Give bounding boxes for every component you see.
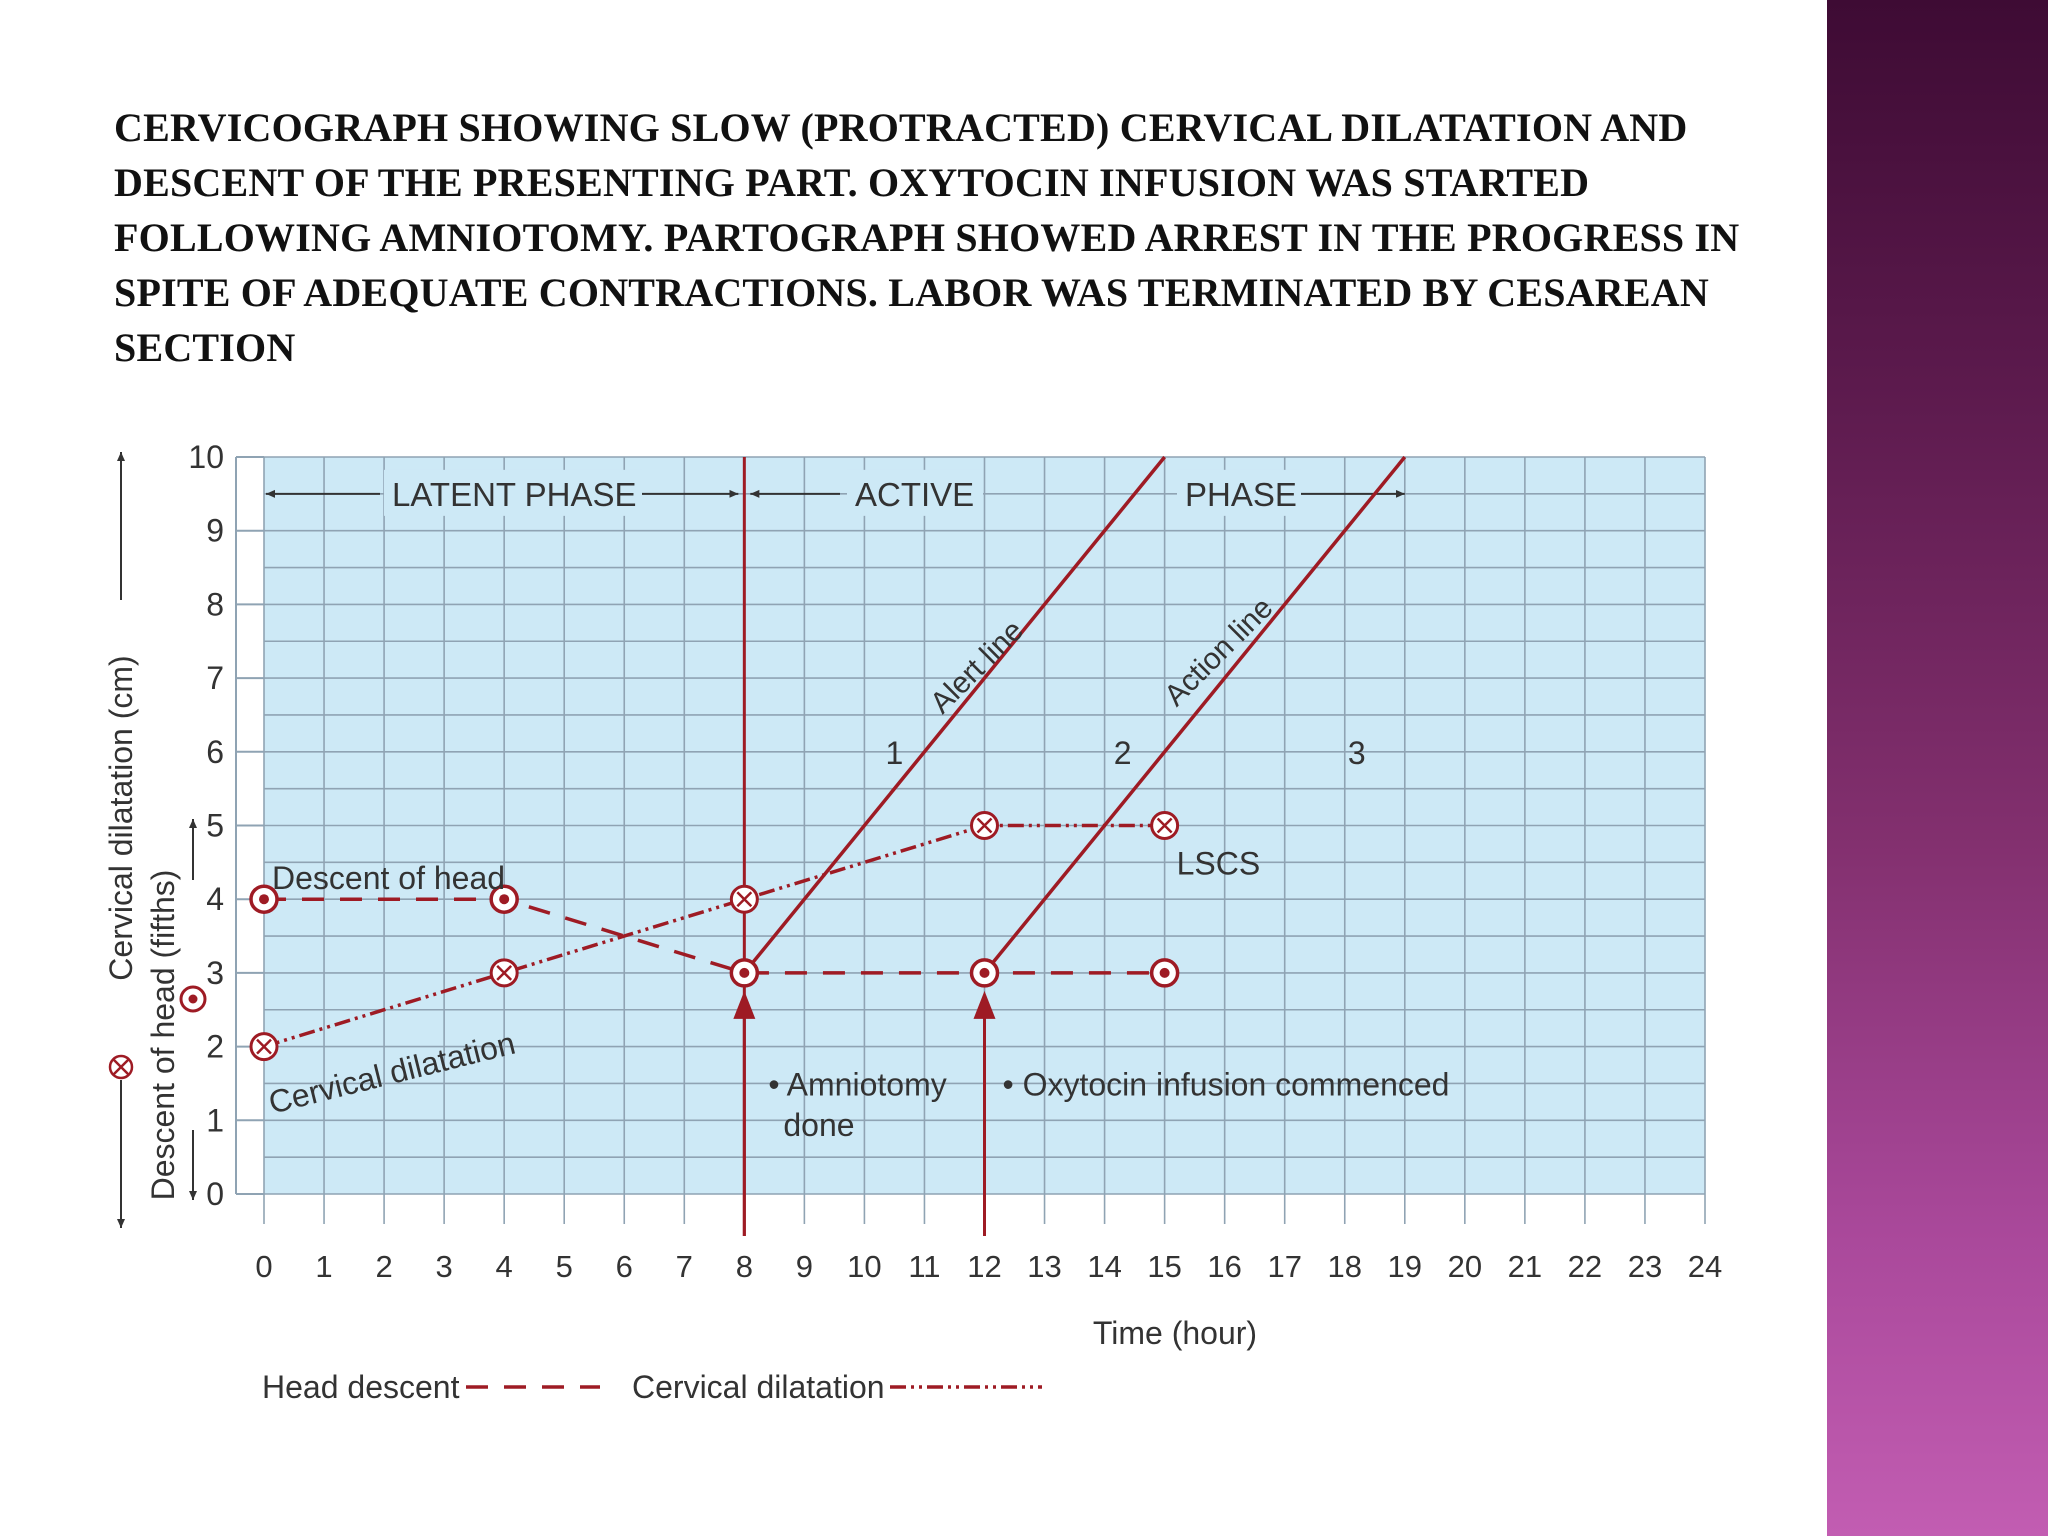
slide-title: CERVICOGRAPH SHOWING SLOW (PROTRACTED) C… [114,105,1740,370]
head-descent-line [264,897,1165,975]
x-axis: 0 1 2 3 4 5 6 7 8 9 10 11 12 13 14 15 16 17 18 19 20 21 22 23 24… [255,1194,1722,1351]
y-tick-label: 9 [206,513,224,549]
x-tick-label: 18 [1328,1249,1362,1284]
y-axis: 0 1 2 3 4 5 6 7 8 9 10 [188,439,264,1212]
x-tick-label: 17 [1267,1249,1301,1284]
x-tick-label: 23 [1628,1249,1662,1284]
y-axis-title-inner: Descent of head (fifths) [145,870,181,1201]
y-tick-label: 3 [206,955,224,991]
x-tick-label: 21 [1508,1249,1542,1284]
y-tick-label: 5 [206,808,224,844]
x-tick-label: 8 [736,1249,753,1284]
amniotomy-label-line1: • Amniotomy [768,1066,946,1102]
x-tick-label: 6 [616,1249,633,1284]
head-descent-point-center [1159,967,1170,978]
y-tick-label: 4 [206,881,224,917]
zone-label-2: 2 [1114,735,1132,771]
phase-label-active: ACTIVE [855,476,974,513]
phase-label-bg [384,469,642,516]
y-tick-label: 10 [188,439,224,475]
x-tick-label: 15 [1147,1249,1181,1284]
x-tick-label: 10 [847,1249,881,1284]
x-tick-label: 24 [1688,1249,1722,1284]
legend: Head descent Cervical dilatation [262,1369,1042,1405]
action-line [983,455,1407,975]
cervical-dilatation-point-cross [976,817,993,834]
head-descent-point-center [979,967,990,978]
y-tick-label: 2 [206,1029,224,1065]
x-tick-label: 14 [1087,1249,1121,1284]
cervical-dilatation-point-cross [736,891,753,908]
x-tick-label: 19 [1388,1249,1422,1284]
zone-label-3: 3 [1348,735,1366,771]
y-tick-label: 8 [206,586,224,622]
x-tick-label: 5 [556,1249,573,1284]
legend-head-descent-label: Head descent [262,1369,460,1405]
x-tick-label: 12 [967,1249,1001,1284]
circle-x-icon [108,1054,134,1080]
legend-cervical-dilatation-label: Cervical dilatation [632,1369,885,1405]
x-axis-title: Time (hour) [1093,1315,1257,1351]
circle-dot-icon-center [188,994,198,1004]
decorative-side-band [1827,0,2048,1536]
cervical-dilatation-point-cross [256,1038,272,1055]
grid [263,456,1706,1195]
x-tick-label: 7 [676,1249,693,1284]
alert-line [742,455,1166,975]
cervical-dilatation-point-cross [496,965,513,981]
series [249,455,1407,1236]
phase-label-bg [1177,469,1301,516]
amniotomy-label-line2: done [783,1107,854,1143]
head-descent-point-center [739,967,750,978]
descent-of-head-label: Descent of head [272,860,505,896]
x-tick-label: 16 [1207,1249,1241,1284]
cervical-dilatation-point-cross [1156,817,1173,834]
y-axis-title-outer: Cervical dilatation (cm) [103,655,139,980]
x-tick-label: 0 [255,1249,272,1284]
zone-label-1: 1 [886,735,904,771]
x-tick-label: 3 [436,1249,453,1284]
chart-decorations: Cervical dilatation (cm)Descent of head … [103,452,1405,1228]
y-tick-label: 0 [206,1176,224,1212]
x-tick-label: 2 [375,1249,392,1284]
circle-x-icon-cross [112,1058,130,1076]
y-tick-label: 7 [206,660,224,696]
x-tick-label: 9 [796,1249,813,1284]
intervention-arrow-head [973,990,996,1019]
x-tick-label: 11 [908,1249,940,1284]
head-descent-point-center [499,894,510,905]
intervention-arrow-head [733,990,756,1019]
head-descent-point-center [259,894,269,905]
x-tick-label: 13 [1027,1249,1061,1284]
oxytocin-label: • Oxytocin infusion commenced [1003,1066,1450,1102]
x-tick-label: 22 [1568,1249,1602,1284]
x-tick-label: 20 [1448,1249,1482,1284]
y-tick-label: 6 [206,734,224,770]
lscs-label: LSCS [1177,845,1261,881]
y-tick-label: 1 [206,1102,224,1138]
phase-label-bg [847,469,983,516]
phase-label-latent: LATENT PHASE [392,476,637,513]
x-tick-label: 4 [496,1249,513,1284]
x-tick-label: 1 [315,1249,332,1284]
phase-label-phase: PHASE [1185,476,1297,513]
